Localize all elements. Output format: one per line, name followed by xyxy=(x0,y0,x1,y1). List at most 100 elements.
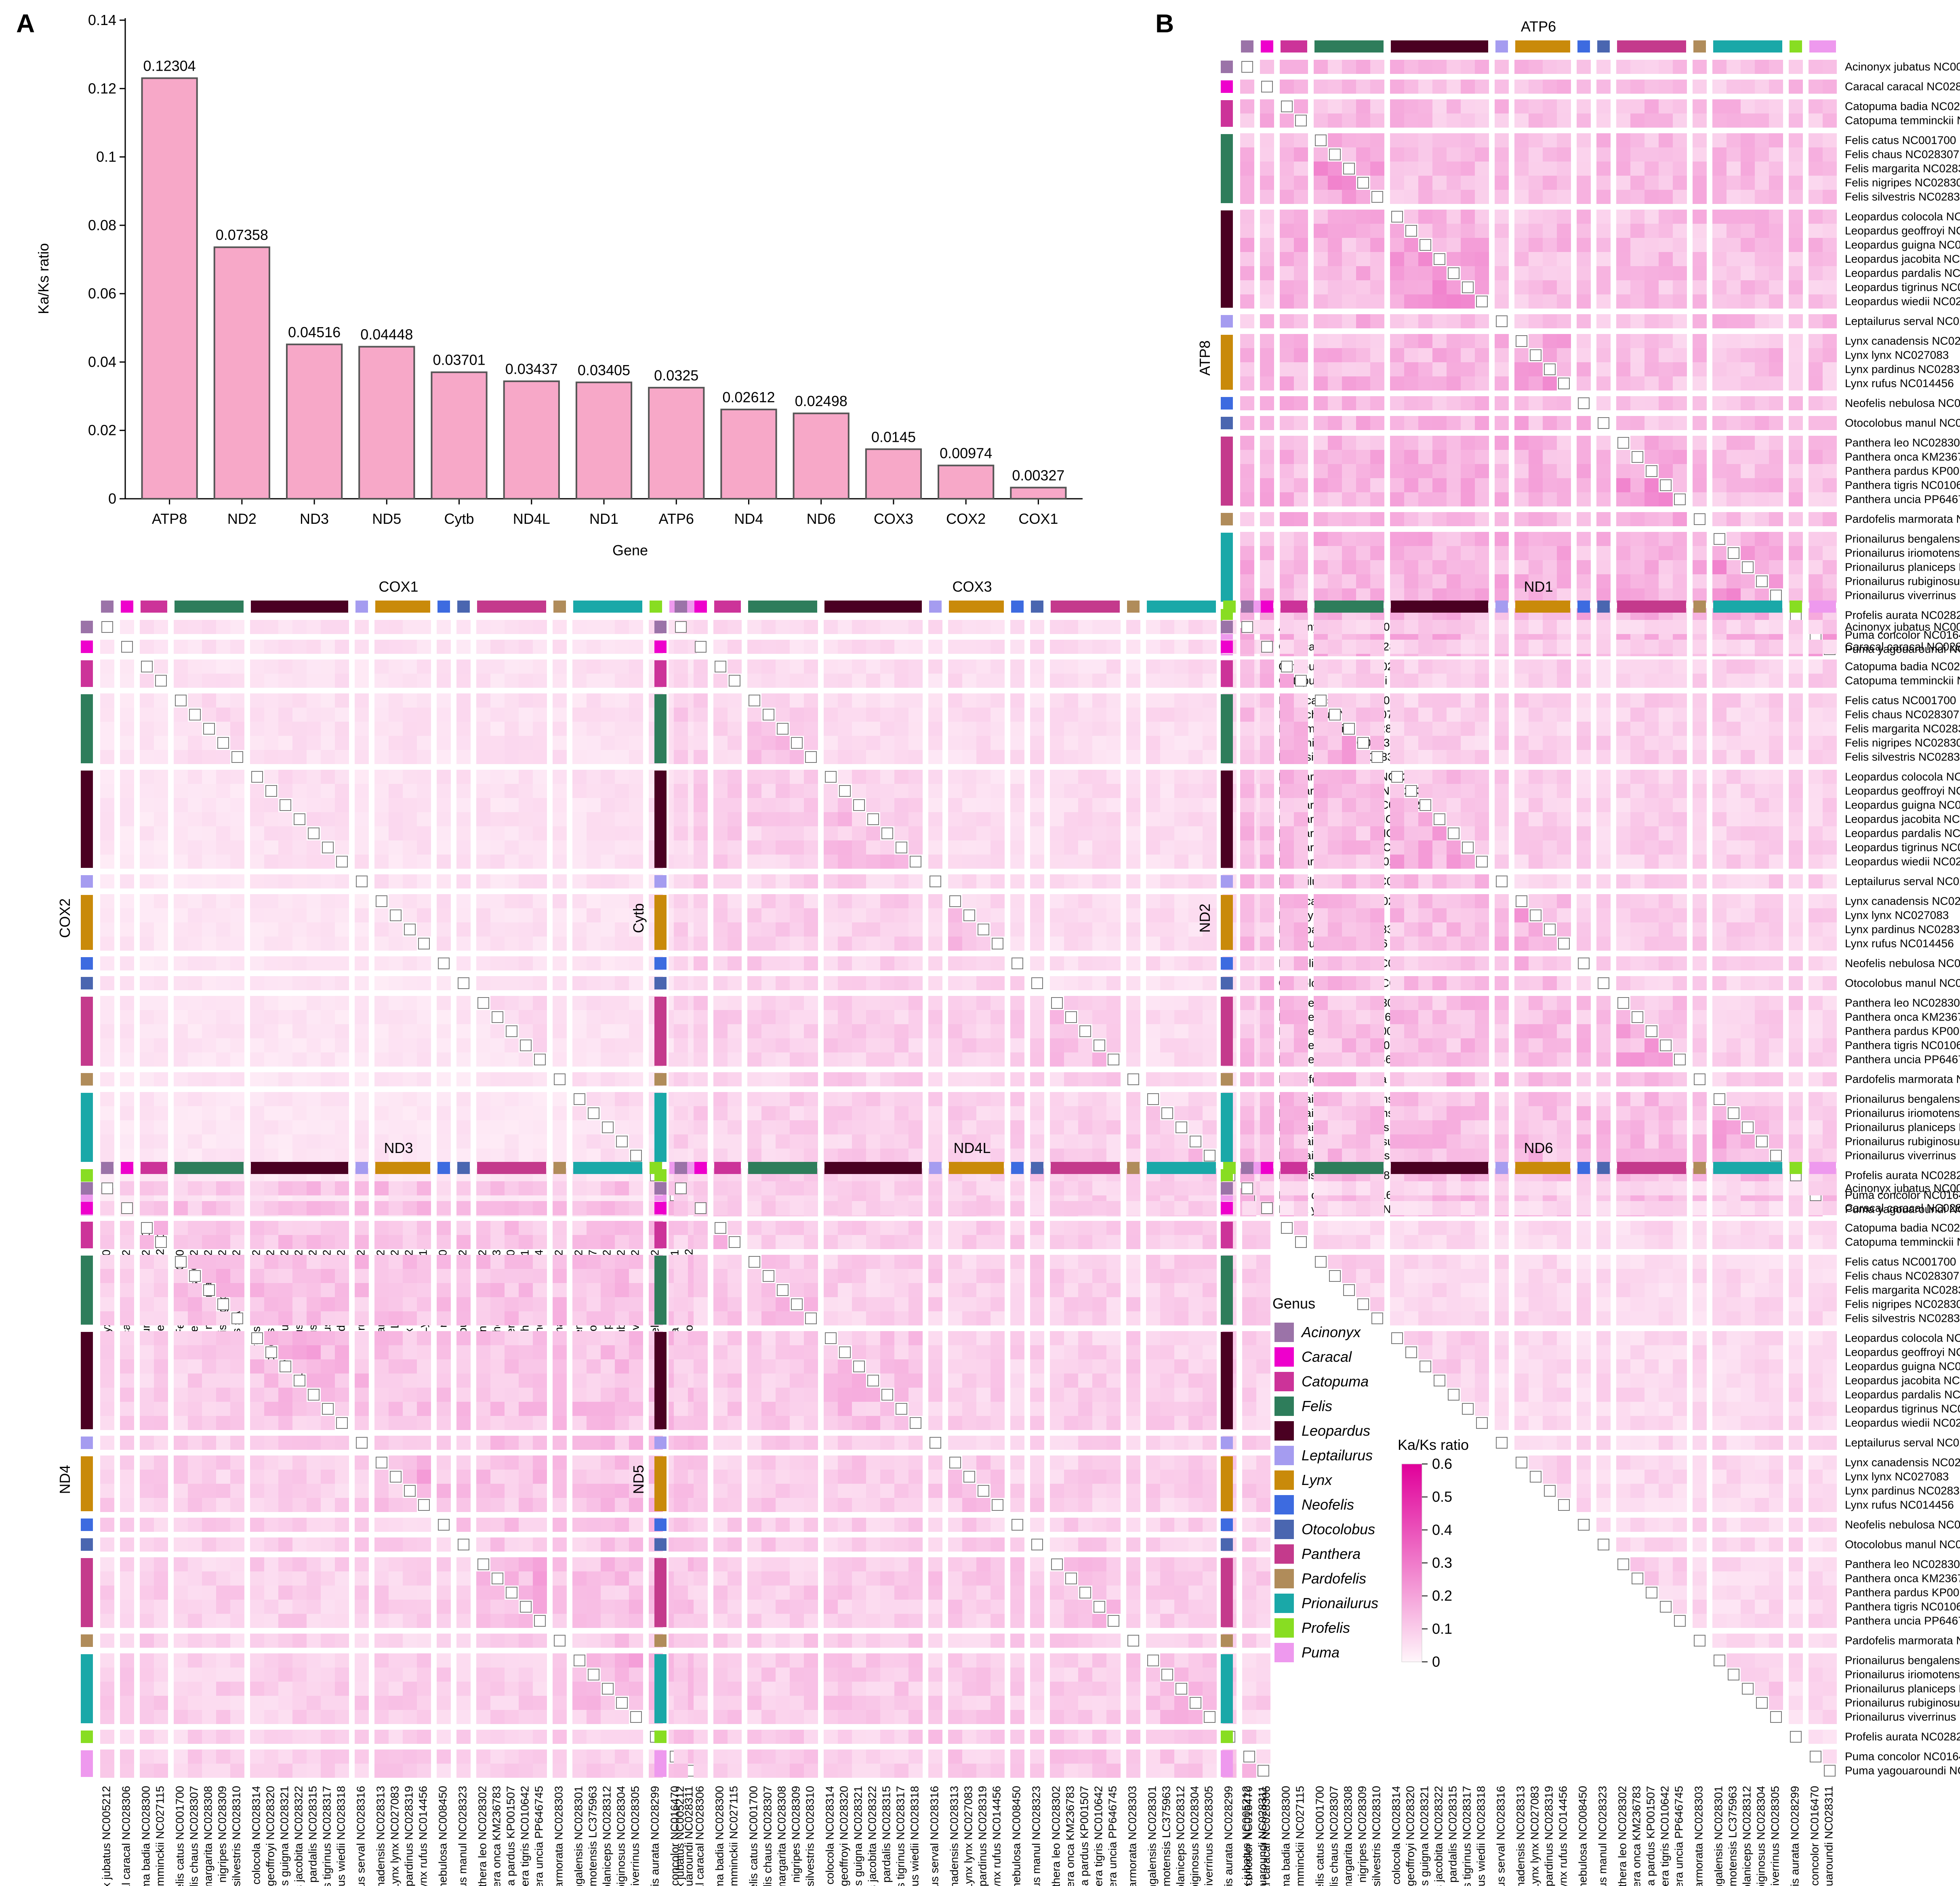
heatmap-cell xyxy=(1294,708,1308,722)
heatmap-cell xyxy=(1280,450,1294,464)
heatmap-cell xyxy=(1769,60,1783,74)
heatmap-cell xyxy=(417,1038,431,1052)
heatmap-cell xyxy=(1461,798,1475,812)
heatmap-cell xyxy=(1447,464,1461,478)
heatmap-cell xyxy=(1529,113,1543,128)
heatmap-cell xyxy=(713,620,728,634)
heatmap-cell xyxy=(307,784,321,798)
heatmap-cell xyxy=(188,1092,202,1106)
heatmap-cell xyxy=(587,894,601,908)
heatmap-cell xyxy=(728,894,742,908)
heatmap-cell xyxy=(1342,512,1356,526)
heatmap-cell xyxy=(776,922,790,937)
heatmap-cell xyxy=(1616,532,1630,546)
heatmap-cell xyxy=(1260,436,1274,450)
heatmap-cell xyxy=(629,1038,643,1052)
heatmap-cell xyxy=(694,770,708,784)
heatmap-cell xyxy=(389,722,403,736)
heatmap-cell xyxy=(629,770,643,784)
heatmap-cell xyxy=(962,620,976,634)
heatmap-cell xyxy=(1659,162,1673,176)
heatmap-cell xyxy=(437,784,451,798)
heatmap-cell xyxy=(1630,840,1645,855)
heatmap-cell xyxy=(1356,640,1370,654)
heatmap-cell xyxy=(1529,620,1543,634)
heatmap-cell xyxy=(278,1072,292,1086)
bar-x-tick-label: ND4L xyxy=(513,510,550,527)
heatmap-cell xyxy=(615,674,629,688)
heatmap-cell xyxy=(1461,770,1475,784)
heatmap-cell xyxy=(1447,334,1461,348)
heatmap-cell xyxy=(1328,750,1342,764)
heatmap-diagonal-cell xyxy=(231,751,243,763)
heatmap-cell xyxy=(747,937,761,951)
heatmap-cell xyxy=(1260,416,1274,430)
heatmap-cell xyxy=(1126,1149,1140,1163)
bar-atp8 xyxy=(141,77,198,500)
heatmap-cell xyxy=(307,1024,321,1038)
heatmap-cell xyxy=(1645,238,1659,252)
genus-strip-left xyxy=(1221,533,1233,602)
heatmap-cell xyxy=(1064,1038,1078,1052)
heatmap-cell xyxy=(1461,750,1475,764)
heatmap-cell xyxy=(880,1052,894,1067)
heatmap-cell xyxy=(389,1010,403,1024)
heatmap-cell xyxy=(1529,736,1543,750)
heatmap-cell xyxy=(694,620,708,634)
heatmap-cell xyxy=(1010,996,1024,1010)
heatmap-cell xyxy=(278,640,292,654)
heatmap-cell xyxy=(1645,574,1659,588)
heatmap-cell xyxy=(629,894,643,908)
heatmap-diagonal-cell xyxy=(630,1150,642,1161)
heatmap-cell xyxy=(1630,640,1645,654)
heatmap-cell xyxy=(1461,294,1475,309)
heatmap-cell xyxy=(928,1052,942,1067)
heatmap-cell xyxy=(761,1092,776,1106)
heatmap-cell xyxy=(1314,574,1328,588)
heatmap-cell xyxy=(1146,1134,1160,1149)
heatmap-cell xyxy=(1342,770,1356,784)
heatmap-cell xyxy=(1577,252,1591,266)
heatmap-cell xyxy=(713,640,728,654)
heatmap-cell xyxy=(154,996,168,1010)
heatmap-cell xyxy=(1432,674,1447,688)
heatmap-cell xyxy=(490,659,505,674)
heatmap-cell xyxy=(1280,280,1294,294)
heatmap-diagonal-cell xyxy=(1079,1025,1091,1037)
heatmap-cell xyxy=(1050,659,1064,674)
heatmap-cell xyxy=(188,826,202,840)
heatmap-cell xyxy=(824,840,838,855)
heatmap-row-label: Prionailurus viverrinus NC028305 xyxy=(1845,589,1960,601)
heatmap-cell xyxy=(1557,560,1571,574)
heatmap-cell xyxy=(1755,659,1769,674)
heatmap-cell xyxy=(1645,532,1659,546)
heatmap-cell xyxy=(1064,1149,1078,1163)
heatmap-cell xyxy=(140,996,154,1010)
heatmap-cell xyxy=(852,894,866,908)
heatmap-cell xyxy=(962,722,976,736)
heatmap-cell xyxy=(1495,294,1509,309)
heatmap-cell xyxy=(1203,894,1217,908)
heatmap-cell xyxy=(519,937,533,951)
heatmap-cell xyxy=(976,1092,991,1106)
heatmap-cell xyxy=(1240,133,1254,147)
heatmap-cell xyxy=(202,937,216,951)
heatmap-cell xyxy=(1294,620,1308,634)
heatmap-cell xyxy=(880,1106,894,1120)
heatmap-cell xyxy=(553,784,567,798)
heatmap-cell xyxy=(140,1092,154,1106)
heatmap-cell xyxy=(1712,722,1727,736)
heatmap-cell xyxy=(1314,280,1328,294)
heatmap-cell xyxy=(1727,722,1741,736)
heatmap-cell xyxy=(403,736,417,750)
heatmap-cell xyxy=(1789,348,1803,362)
heatmap-cell xyxy=(1356,750,1370,764)
heatmap-cell xyxy=(1823,99,1837,113)
genus-strip-left xyxy=(81,1093,93,1162)
heatmap-cell xyxy=(216,798,230,812)
heatmap-cell xyxy=(1543,798,1557,812)
heatmap-row-label: Felis chaus NC028307 xyxy=(1845,148,1959,160)
heatmap-cell xyxy=(202,826,216,840)
heatmap-cell xyxy=(1390,162,1404,176)
